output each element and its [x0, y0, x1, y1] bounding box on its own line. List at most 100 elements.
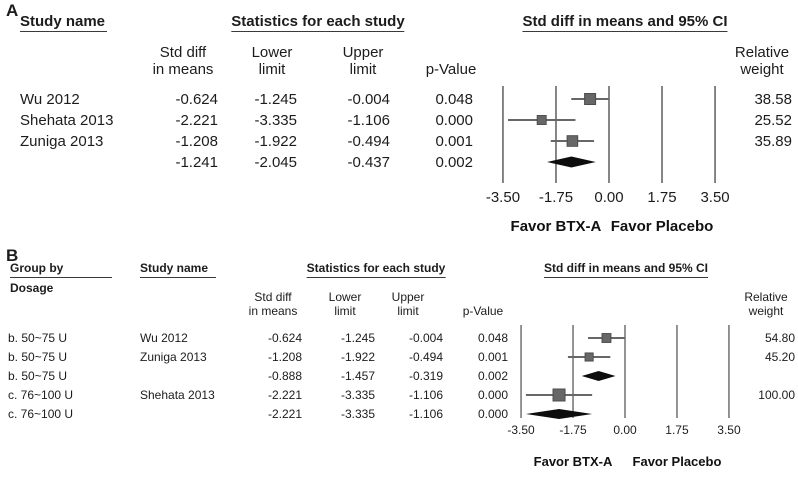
- study-cell: Wu 2012: [140, 331, 188, 346]
- group-cell: b. 50~75 U: [8, 350, 68, 365]
- effect-square: [552, 388, 566, 402]
- study-name-header: Study name: [20, 13, 107, 33]
- group-cell: b. 50~75 U: [8, 331, 68, 346]
- stats-group-header: Statistics for each study: [231, 13, 405, 33]
- study-cell: Zuniga 2013: [20, 132, 104, 150]
- x-tick-label: 3.50: [700, 189, 729, 206]
- col-header-std-diff: Std diff: [159, 44, 207, 61]
- weight-cell: 25.52: [754, 111, 792, 129]
- x-tick-label: 1.75: [665, 423, 689, 437]
- group-cell: c. 76~100 U: [8, 407, 74, 422]
- std-diff-cell: -0.624: [267, 331, 302, 346]
- x-tick-label: -1.75: [539, 189, 573, 206]
- std-diff-cell: -1.208: [175, 132, 218, 150]
- study-cell: Shehata 2013: [20, 111, 114, 129]
- lower-limit-cell: -3.335: [340, 388, 375, 403]
- x-tick-label: -3.50: [486, 189, 520, 206]
- lower-limit-cell: -1.457: [340, 369, 375, 384]
- upper-limit-cell: -0.004: [408, 331, 443, 346]
- upper-limit-cell: -1.106: [408, 388, 443, 403]
- col-header-lower: Lower: [328, 290, 362, 304]
- p-value-cell: 0.002: [477, 369, 508, 384]
- weight-cell: 100.00: [758, 388, 795, 403]
- upper-limit-cell: -0.494: [347, 132, 390, 150]
- weight-cell: 38.58: [754, 90, 792, 108]
- col-header-weight: Relative: [744, 290, 788, 304]
- favor-left-label: Favor BTX-A: [534, 454, 613, 469]
- col-header-lower: Lower: [251, 44, 293, 61]
- x-tick-label: -3.50: [507, 423, 535, 437]
- col-header-weight-2: weight: [740, 61, 784, 78]
- effect-square: [601, 333, 612, 343]
- col-header-upper-2: limit: [349, 61, 377, 78]
- plot-group-header: Std diff in means and 95% CI: [543, 261, 709, 278]
- lower-limit-cell: -1.245: [340, 331, 375, 346]
- std-diff-cell: -2.221: [175, 111, 218, 129]
- col-header-p-value: p-Value: [462, 304, 504, 318]
- x-tick-label: 0.00: [594, 189, 623, 206]
- lower-limit-cell: -2.045: [254, 153, 297, 171]
- std-diff-cell: -1.208: [267, 350, 302, 365]
- col-header-lower-2: limit: [258, 61, 286, 78]
- col-header-upper-2: limit: [397, 304, 419, 318]
- col-header-std-diff-2: in means: [152, 61, 214, 78]
- effect-square: [566, 135, 579, 147]
- col-header-upper: Upper: [342, 44, 384, 61]
- favor-left-label: Favor BTX-A: [511, 218, 602, 235]
- study-cell: Zuniga 2013: [140, 350, 207, 365]
- group-cell: c. 76~100 U: [8, 388, 74, 403]
- p-value-cell: 0.048: [435, 90, 473, 108]
- effect-square: [584, 352, 594, 362]
- summary-diamond: [525, 409, 593, 419]
- x-tick-label: 1.75: [647, 189, 676, 206]
- study-cell: Wu 2012: [20, 90, 80, 108]
- stats-group-header: Statistics for each study: [306, 261, 446, 278]
- x-tick-label: -1.75: [559, 423, 587, 437]
- std-diff-cell: -2.221: [267, 388, 302, 403]
- upper-limit-cell: -0.437: [347, 153, 390, 171]
- plot-group-header: Std diff in means and 95% CI: [522, 13, 728, 33]
- p-value-cell: 0.000: [477, 407, 508, 422]
- upper-limit-cell: -1.106: [347, 111, 390, 129]
- lower-limit-cell: -3.335: [254, 111, 297, 129]
- col-header-weight: Relative: [734, 44, 790, 61]
- effect-square: [584, 93, 597, 105]
- col-header-p-value: p-Value: [425, 61, 477, 78]
- p-value-cell: 0.001: [435, 132, 473, 150]
- panel-a-label: A: [6, 1, 19, 20]
- col-header-upper: Upper: [391, 290, 425, 304]
- std-diff-cell: -0.624: [175, 90, 218, 108]
- p-value-cell: 0.001: [477, 350, 508, 365]
- lower-limit-cell: -1.922: [254, 132, 297, 150]
- lower-limit-cell: -1.922: [340, 350, 375, 365]
- weight-cell: 35.89: [754, 132, 792, 150]
- upper-limit-cell: -0.494: [408, 350, 443, 365]
- p-value-cell: 0.002: [435, 153, 473, 171]
- upper-limit-cell: -0.004: [347, 90, 390, 108]
- study-cell: Shehata 2013: [140, 388, 215, 403]
- favor-right-label: Favor Placebo: [633, 454, 722, 469]
- favor-right-label: Favor Placebo: [611, 218, 714, 235]
- study-name-header: Study name: [140, 261, 216, 278]
- col-header-lower-2: limit: [334, 304, 356, 318]
- col-header-std-diff: Std diff: [254, 290, 292, 304]
- lower-limit-cell: -1.245: [254, 90, 297, 108]
- weight-cell: 45.20: [764, 350, 795, 365]
- std-diff-cell: -0.888: [267, 369, 302, 384]
- p-value-cell: 0.000: [435, 111, 473, 129]
- upper-limit-cell: -0.319: [408, 369, 443, 384]
- std-diff-cell: -1.241: [175, 153, 218, 171]
- summary-diamond: [547, 156, 596, 168]
- lower-limit-cell: -3.335: [340, 407, 375, 422]
- effect-square: [536, 115, 547, 125]
- group-by-header: Group by: [10, 261, 112, 278]
- col-header-std-diff-2: in means: [248, 304, 298, 318]
- panel-b-label: B: [6, 246, 19, 265]
- x-tick-label: 0.00: [613, 423, 637, 437]
- p-value-cell: 0.000: [477, 388, 508, 403]
- summary-diamond: [581, 371, 616, 381]
- upper-limit-cell: -1.106: [408, 407, 443, 422]
